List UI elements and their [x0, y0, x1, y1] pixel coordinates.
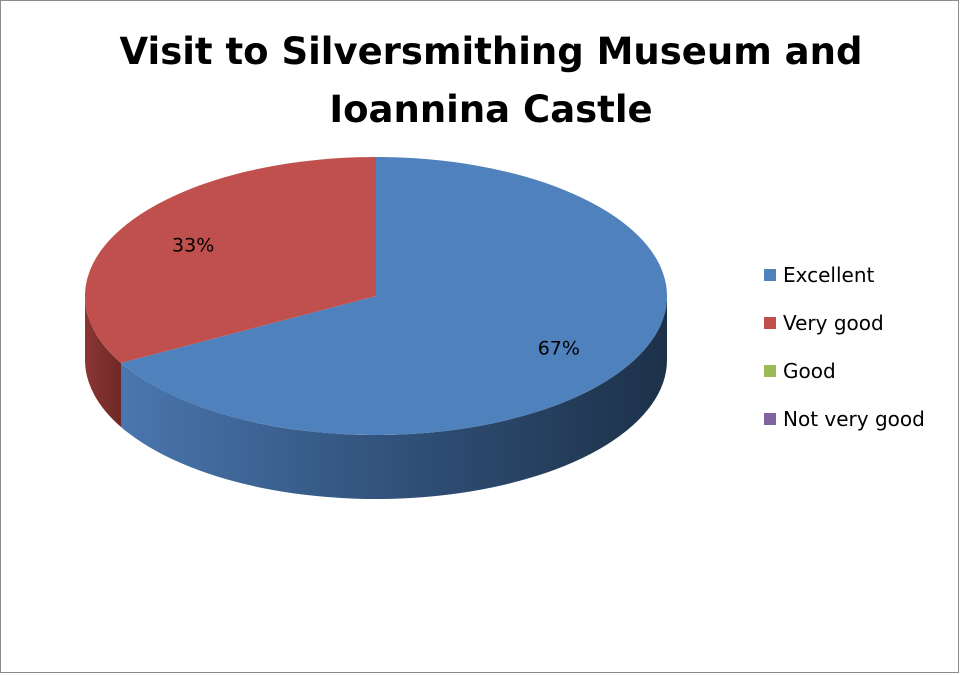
- legend-item-excellent: Excellent: [764, 251, 959, 299]
- data-label-very-good: 33%: [172, 234, 214, 256]
- legend-label-not-very-good: Not very good: [783, 407, 925, 431]
- legend-item-good: Good: [764, 347, 959, 395]
- chart-title-line-2: Ioannina Castle: [329, 88, 653, 131]
- legend-label-very-good: Very good: [783, 311, 884, 335]
- data-label-excellent: 67%: [538, 338, 580, 360]
- legend-swatch-excellent: [764, 269, 776, 281]
- chart-title-line-1: Visit to Silversmithing Museum and: [119, 30, 863, 73]
- legend-label-good: Good: [783, 359, 836, 383]
- pie-side-excellent: [120, 296, 668, 499]
- legend-swatch-very-good: [764, 317, 776, 329]
- legend-item-not-very-good: Not very good: [764, 395, 959, 443]
- pie-side-very-good: [85, 296, 121, 427]
- pie-slice-excellent: [120, 157, 668, 435]
- chart-title: Visit to Silversmithing Museum and Ioann…: [81, 23, 901, 139]
- pie-slice-very-good: [84, 157, 376, 363]
- pie-group: 67% 33%: [84, 157, 668, 499]
- legend-label-excellent: Excellent: [783, 263, 875, 287]
- legend-swatch-good: [764, 365, 776, 377]
- legend: Excellent Very good Good Not very good: [764, 251, 959, 443]
- legend-item-very-good: Very good: [764, 299, 959, 347]
- legend-swatch-not-very-good: [764, 413, 776, 425]
